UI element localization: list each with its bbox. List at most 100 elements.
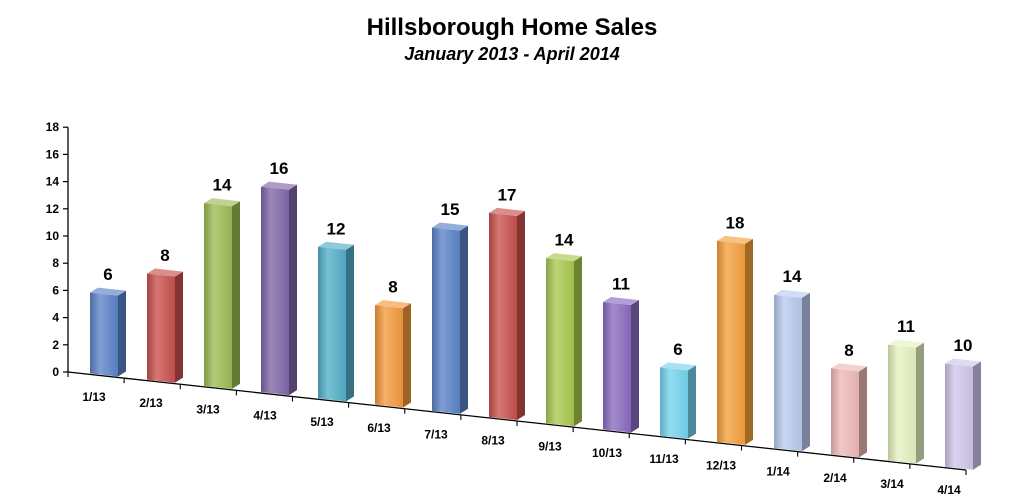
data-label: 11 xyxy=(612,275,630,294)
bar-top xyxy=(945,358,981,367)
bar-front xyxy=(831,368,859,458)
bar xyxy=(888,339,924,464)
bar-top xyxy=(261,181,297,190)
bar-side xyxy=(916,342,924,464)
bar-side xyxy=(517,210,525,420)
bar-front xyxy=(204,203,232,389)
bar xyxy=(945,358,981,470)
bar xyxy=(147,268,183,383)
data-label: 17 xyxy=(498,185,517,204)
bar-top xyxy=(717,235,753,244)
y-tick-label: 4 xyxy=(52,311,59,325)
bar xyxy=(318,241,354,402)
y-tick-label: 6 xyxy=(52,283,59,297)
x-tick-label: 6/13 xyxy=(367,421,391,435)
bar-side xyxy=(289,184,297,396)
data-label: 18 xyxy=(726,213,745,232)
bar-front xyxy=(888,344,916,464)
bar xyxy=(204,198,240,389)
bar xyxy=(90,287,126,377)
x-tick-label: 3/13 xyxy=(196,402,220,416)
y-tick-label: 8 xyxy=(52,256,59,270)
bar-top xyxy=(204,198,240,207)
data-label: 14 xyxy=(783,267,802,286)
bar-front xyxy=(660,367,688,439)
data-label: 14 xyxy=(555,231,574,250)
data-label: 11 xyxy=(897,317,915,336)
bar-side xyxy=(346,244,354,402)
data-label: 8 xyxy=(388,278,397,297)
x-tick-label: 4/14 xyxy=(937,483,961,497)
bar-side xyxy=(403,303,411,408)
bar-side xyxy=(574,256,582,427)
bar xyxy=(432,222,468,414)
bar xyxy=(261,181,297,396)
y-tick-label: 14 xyxy=(46,175,60,189)
bar-top xyxy=(90,287,126,296)
chart-title: Hillsborough Home Sales xyxy=(366,14,658,41)
bar-front xyxy=(774,294,802,452)
x-tick-label: 2/13 xyxy=(139,396,163,410)
bar-front xyxy=(489,212,517,420)
bar-side xyxy=(859,366,867,458)
chart-bars xyxy=(90,181,981,470)
bar-front xyxy=(717,240,745,445)
bar xyxy=(489,207,525,420)
bar-top xyxy=(888,339,924,348)
bar-side xyxy=(631,300,639,433)
bar-front xyxy=(945,363,973,470)
bar-top xyxy=(318,241,354,250)
bar-front xyxy=(318,246,346,402)
x-tick-label: 7/13 xyxy=(424,427,448,441)
bar-side xyxy=(802,292,810,452)
chart-subtitle: January 2013 - April 2014 xyxy=(404,44,620,64)
bar-front xyxy=(603,301,631,433)
bar-top xyxy=(489,207,525,216)
y-tick-label: 2 xyxy=(52,338,59,352)
y-tick-label: 18 xyxy=(46,120,60,134)
data-label: 15 xyxy=(441,200,460,219)
bar-top xyxy=(546,253,582,262)
bar-top xyxy=(147,268,183,277)
bar-side xyxy=(688,365,696,439)
bar xyxy=(774,289,810,452)
bar-front xyxy=(90,292,118,377)
bar xyxy=(375,300,411,408)
data-label: 10 xyxy=(954,336,973,355)
y-tick-label: 16 xyxy=(46,147,60,161)
data-label: 12 xyxy=(327,219,346,238)
x-tick-label: 12/13 xyxy=(706,458,736,472)
x-tick-label: 3/14 xyxy=(880,477,904,491)
data-label: 6 xyxy=(673,340,682,359)
bar-top xyxy=(831,363,867,372)
bar-top xyxy=(603,296,639,306)
bar-side xyxy=(118,290,126,377)
bar-side xyxy=(175,271,183,383)
bar xyxy=(603,296,639,433)
bar xyxy=(831,363,867,458)
bar-front xyxy=(261,186,289,396)
x-tick-label: 10/13 xyxy=(592,446,622,460)
data-label: 14 xyxy=(213,176,232,195)
chart-labels: 0 2 4 6 8 10 12 14 16 18 6 1/13 8 2/13 14 3/13 16 4/13 12 5… xyxy=(46,120,973,497)
bar-side xyxy=(232,201,240,389)
bar-top xyxy=(375,300,411,309)
x-tick-label: 9/13 xyxy=(538,440,562,454)
x-tick-label: 1/14 xyxy=(766,465,790,479)
x-tick-label: 1/13 xyxy=(82,390,106,404)
bar-front xyxy=(147,273,175,383)
bar-top xyxy=(660,362,696,371)
data-label: 8 xyxy=(160,246,169,265)
bar-front xyxy=(375,305,403,408)
data-label: 6 xyxy=(103,265,112,284)
bar xyxy=(546,253,582,427)
bar-top xyxy=(774,289,810,298)
bar-side xyxy=(973,361,981,470)
bar-side xyxy=(745,238,753,445)
bar-front xyxy=(432,227,460,414)
x-tick-label: 4/13 xyxy=(253,409,277,423)
y-tick-label: 10 xyxy=(46,229,60,243)
bar-top xyxy=(432,222,468,231)
data-label: 8 xyxy=(844,341,853,360)
